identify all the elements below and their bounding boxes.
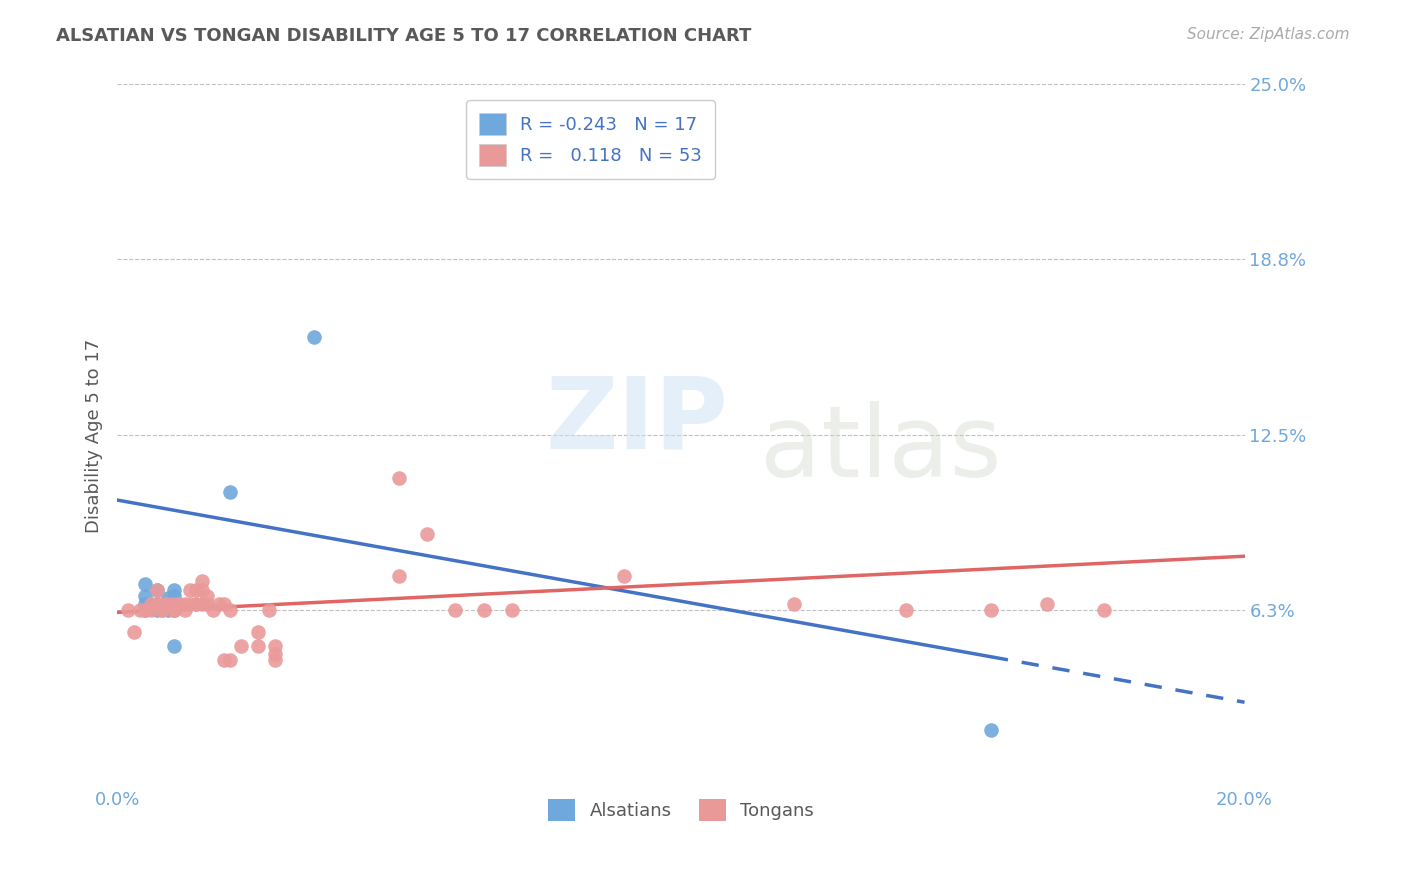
Point [134,602,156,616]
Point [1036,597,1059,611]
Point [264,648,287,662]
Point [134,589,156,603]
Point [150,602,173,616]
Point [173,597,195,611]
Point [782,597,804,611]
Point [145,597,167,611]
Point [173,602,195,616]
Point [122,625,145,640]
Point [150,597,173,611]
Point [184,597,207,611]
Point [980,602,1002,616]
Point [134,602,156,616]
Point [179,597,201,611]
Point [134,577,156,591]
Point [195,597,218,611]
Point [190,582,212,597]
Point [208,597,231,611]
Point [162,602,184,616]
Point [247,639,270,653]
Point [162,589,184,603]
Point [162,602,184,616]
Point [388,569,411,583]
Text: ALSATIAN VS TONGAN DISABILITY AGE 5 TO 17 CORRELATION CHART: ALSATIAN VS TONGAN DISABILITY AGE 5 TO 1… [56,27,752,45]
Point [416,526,439,541]
Point [184,597,207,611]
Point [214,653,236,667]
Point [1092,602,1115,616]
Point [156,602,179,616]
Text: ZIP: ZIP [546,373,728,470]
Point [472,602,495,616]
Point [184,582,207,597]
Point [145,602,167,616]
Point [264,653,287,667]
Point [247,625,270,640]
Point [219,653,242,667]
Point [501,602,523,616]
Point [162,602,184,616]
Point [179,582,201,597]
Y-axis label: Disability Age 5 to 17: Disability Age 5 to 17 [86,338,103,533]
Point [613,569,636,583]
Point [162,597,184,611]
Point [134,597,156,611]
Point [980,723,1002,738]
Point [264,639,287,653]
Point [231,639,253,653]
Point [219,602,242,616]
Point [214,597,236,611]
Point [219,484,242,499]
Point [304,330,326,344]
Point [162,597,184,611]
Legend: Alsatians, Tongans: Alsatians, Tongans [536,787,827,834]
Point [190,597,212,611]
Point [259,602,281,616]
Point [150,602,173,616]
Point [195,589,218,603]
Point [190,574,212,589]
Point [139,602,162,616]
Point [444,602,467,616]
Point [167,597,190,611]
Point [128,602,150,616]
Point [162,639,184,653]
Point [117,602,139,616]
Text: atlas: atlas [759,401,1001,498]
Point [202,602,225,616]
Point [145,582,167,597]
Point [145,582,167,597]
Point [145,597,167,611]
Point [139,597,162,611]
Point [156,597,179,611]
Point [388,470,411,484]
Text: Source: ZipAtlas.com: Source: ZipAtlas.com [1187,27,1350,42]
Point [162,582,184,597]
Point [896,602,918,616]
Point [156,591,179,606]
